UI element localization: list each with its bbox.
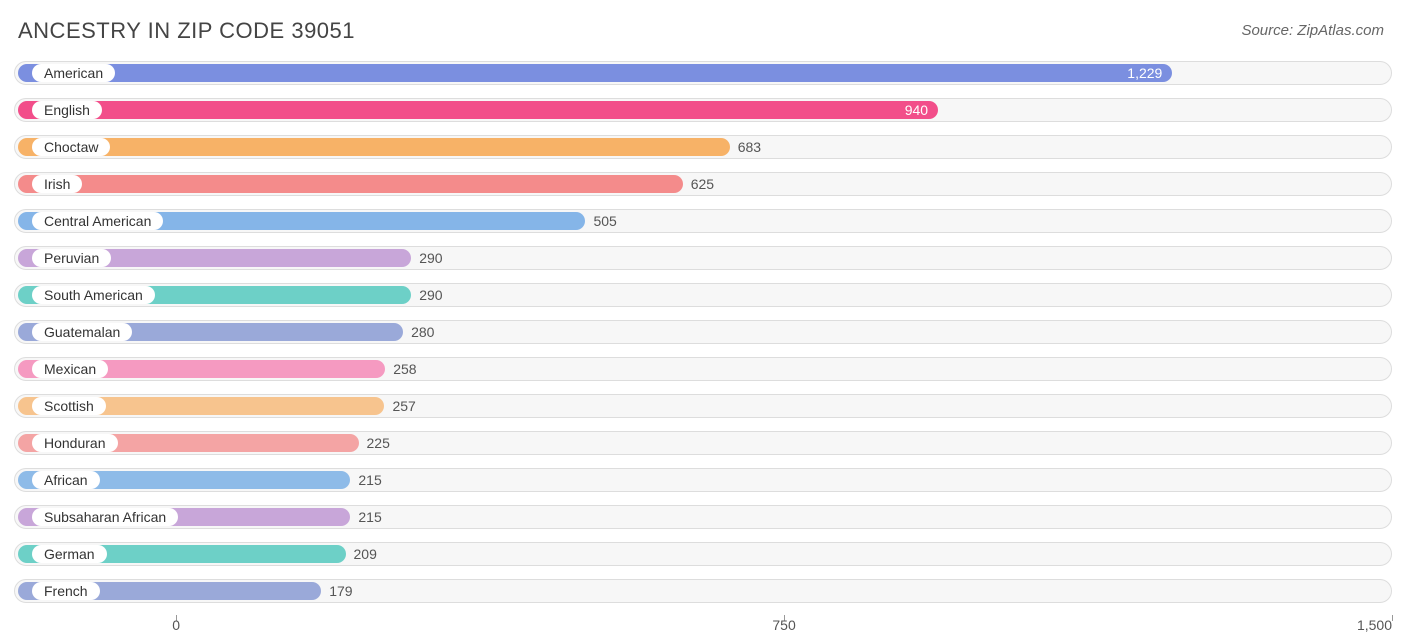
bar-label: Central American	[32, 212, 163, 230]
bar-row: South American 290	[14, 280, 1392, 310]
bar-value: 258	[385, 360, 416, 378]
bar-label: Scottish	[32, 397, 106, 415]
bar-label: Guatemalan	[32, 323, 132, 341]
bar-row: Scottish 257	[14, 391, 1392, 421]
bar-value: 257	[384, 397, 415, 415]
bar-row: Mexican 258	[14, 354, 1392, 384]
bar-label: Subsaharan African	[32, 508, 178, 526]
bar-row: Irish 625	[14, 169, 1392, 199]
bar-row: Choctaw 683	[14, 132, 1392, 162]
axis-tick	[1392, 615, 1393, 621]
bar-row: African 215	[14, 465, 1392, 495]
bar-label: Peruvian	[32, 249, 111, 267]
bar-value: 225	[359, 434, 390, 452]
bar-label: Mexican	[32, 360, 108, 378]
axis-tick-label: 1,500	[1357, 617, 1392, 633]
bar-label: South American	[32, 286, 155, 304]
bar-value: 179	[321, 582, 352, 600]
bar-value: 280	[403, 323, 434, 341]
bar-row: Guatemalan 280	[14, 317, 1392, 347]
bar-value: 215	[350, 508, 381, 526]
bar-value: 215	[350, 471, 381, 489]
bar-value: 940	[18, 101, 938, 119]
bar-label: French	[32, 582, 100, 600]
bar-value: 1,229	[18, 64, 1172, 82]
axis-tick-label: 0	[172, 617, 180, 633]
bar-row: Subsaharan African 215	[14, 502, 1392, 532]
bar-label: Choctaw	[32, 138, 110, 156]
bar-row: Peruvian 290	[14, 243, 1392, 273]
bar-row: American1,229	[14, 58, 1392, 88]
bar-label: Honduran	[32, 434, 118, 452]
bar-label: German	[32, 545, 107, 563]
bar-value: 505	[585, 212, 616, 230]
bar-value: 290	[411, 249, 442, 267]
bar-row: English940	[14, 95, 1392, 125]
bar-row: French 179	[14, 576, 1392, 606]
bar-value: 209	[346, 545, 377, 563]
bar-label: Irish	[32, 175, 82, 193]
bar	[18, 138, 730, 156]
bar-label: African	[32, 471, 100, 489]
bar-row: Honduran 225	[14, 428, 1392, 458]
axis-tick-label: 750	[772, 617, 795, 633]
bar-value: 290	[411, 286, 442, 304]
chart-container: ANCESTRY IN ZIP CODE 39051 Source: ZipAt…	[0, 0, 1406, 644]
bar-value: 683	[730, 138, 761, 156]
bar-row: German 209	[14, 539, 1392, 569]
bar	[18, 175, 683, 193]
bar-row: Central American 505	[14, 206, 1392, 236]
chart-plot: American1,229 English940 Choctaw 683 Irish 62…	[14, 58, 1392, 613]
chart-title: ANCESTRY IN ZIP CODE 39051	[18, 18, 355, 44]
bar-value: 625	[683, 175, 714, 193]
chart-source: Source: ZipAtlas.com	[1241, 22, 1384, 39]
x-axis: 0 750 1,500	[14, 615, 1392, 635]
